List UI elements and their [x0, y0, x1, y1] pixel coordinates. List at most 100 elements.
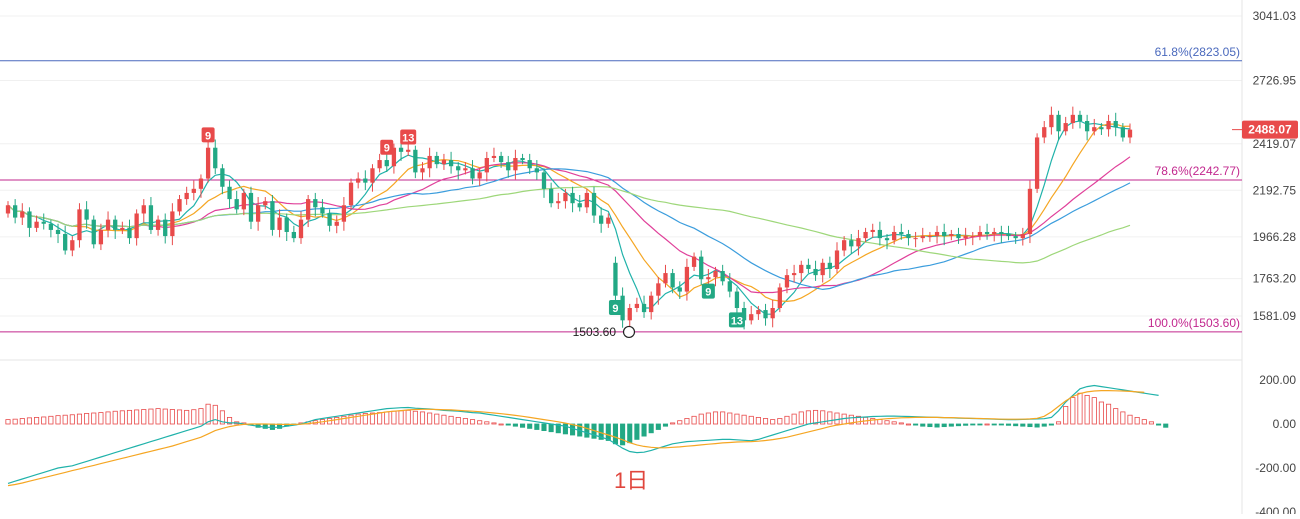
- candle-body: [763, 310, 767, 318]
- candle-body: [49, 224, 53, 230]
- macd-hist-bar: [549, 424, 553, 432]
- ma-line-30: [8, 169, 1130, 290]
- macd-hist-bar: [170, 409, 174, 424]
- candle: [921, 228, 925, 242]
- candle: [856, 230, 860, 255]
- candle: [556, 193, 560, 209]
- candle: [342, 197, 346, 231]
- macd-hist-bar: [906, 424, 910, 425]
- macd-hist-bar: [1128, 415, 1132, 424]
- candle-body: [227, 187, 231, 199]
- candle-body: [1128, 130, 1132, 138]
- candle-body: [528, 160, 532, 168]
- candle-body: [678, 287, 682, 291]
- candle: [249, 187, 253, 229]
- candle-body: [913, 238, 917, 239]
- candle-body: [134, 213, 138, 238]
- candle-body: [585, 193, 589, 207]
- candle-body: [892, 232, 896, 240]
- macd-hist-bar: [127, 410, 131, 424]
- macd-hist-bar: [192, 410, 196, 424]
- macd-hist-bar: [692, 416, 696, 424]
- candle-body: [313, 199, 317, 207]
- candle: [871, 224, 875, 238]
- candle: [20, 203, 24, 225]
- fib-label: 100.0%(1503.60): [1148, 316, 1240, 330]
- macd-dif-line: [8, 386, 1159, 484]
- macd-tick-label: 0.00: [1273, 417, 1297, 431]
- macd-hist-bar: [749, 416, 753, 424]
- candle-body: [492, 156, 496, 158]
- macd-dea-line: [8, 391, 1144, 486]
- macd-hist-bar: [1035, 424, 1039, 427]
- candle: [1071, 107, 1075, 129]
- macd-hist-bar: [485, 422, 489, 424]
- period-label: 1日: [614, 468, 648, 493]
- candle: [70, 236, 74, 256]
- candle: [978, 226, 982, 240]
- candle: [363, 170, 367, 190]
- badges: 99139913: [202, 127, 745, 327]
- macd-hist-bar: [728, 413, 732, 424]
- macd-hist-bar: [628, 424, 632, 443]
- candle-body: [1085, 121, 1089, 131]
- candle-body: [377, 160, 381, 168]
- candle-body: [570, 193, 574, 203]
- candle-body: [863, 232, 867, 238]
- macd-hist-bar: [13, 419, 17, 424]
- candle: [470, 160, 474, 184]
- candle: [813, 261, 817, 281]
- candle-body: [849, 240, 853, 246]
- low-marker-label: 1503.60: [573, 325, 617, 339]
- candle-body: [185, 193, 189, 199]
- macd-hist-bar: [99, 413, 103, 424]
- candle-body: [206, 148, 210, 179]
- candle-body: [34, 222, 38, 228]
- candle: [1014, 232, 1018, 244]
- candle-body: [563, 193, 567, 201]
- candle: [385, 152, 389, 172]
- candle: [721, 265, 725, 286]
- candle-body: [56, 230, 60, 234]
- macd-hist-bar: [542, 424, 546, 431]
- candle-body: [792, 273, 796, 275]
- price-tick-label: 2192.75: [1253, 183, 1297, 197]
- macd-hist-bar: [685, 419, 689, 425]
- candle: [549, 183, 553, 208]
- macd-tick-label: -200.00: [1255, 461, 1296, 475]
- candle: [528, 154, 532, 174]
- candle-body: [156, 220, 160, 230]
- macd-hist-bar: [177, 410, 181, 424]
- candle-body: [578, 203, 582, 207]
- macd-hist-bar: [785, 416, 789, 424]
- candle-body: [1121, 127, 1125, 137]
- candle: [942, 224, 946, 245]
- candle: [13, 199, 17, 223]
- candle: [985, 224, 989, 240]
- macd-hist-bar: [1099, 402, 1103, 424]
- candle: [906, 230, 910, 246]
- candle-body: [1049, 115, 1053, 127]
- macd-hist-bar: [1056, 422, 1060, 424]
- macd-hist-bar: [1149, 422, 1153, 424]
- candle-body: [370, 168, 374, 182]
- price-tick-label: 1966.28: [1253, 230, 1297, 244]
- macd-hist-bar: [656, 424, 660, 430]
- macd-hist-bar: [70, 415, 74, 424]
- macd-hist-bar: [878, 420, 882, 424]
- price-tick-label: 1581.09: [1253, 309, 1297, 323]
- macd-hist-bar: [399, 411, 403, 424]
- candle: [6, 201, 10, 217]
- macd-hist-bar: [456, 417, 460, 424]
- candle: [971, 232, 975, 245]
- td-badge-label: 13: [402, 132, 414, 144]
- candle-body: [906, 234, 910, 238]
- candle-body: [342, 205, 346, 221]
- candle: [156, 216, 160, 236]
- candle: [134, 209, 138, 245]
- candle-body: [292, 232, 296, 238]
- candle: [92, 216, 96, 249]
- candle: [270, 195, 274, 236]
- candle-body: [177, 199, 181, 211]
